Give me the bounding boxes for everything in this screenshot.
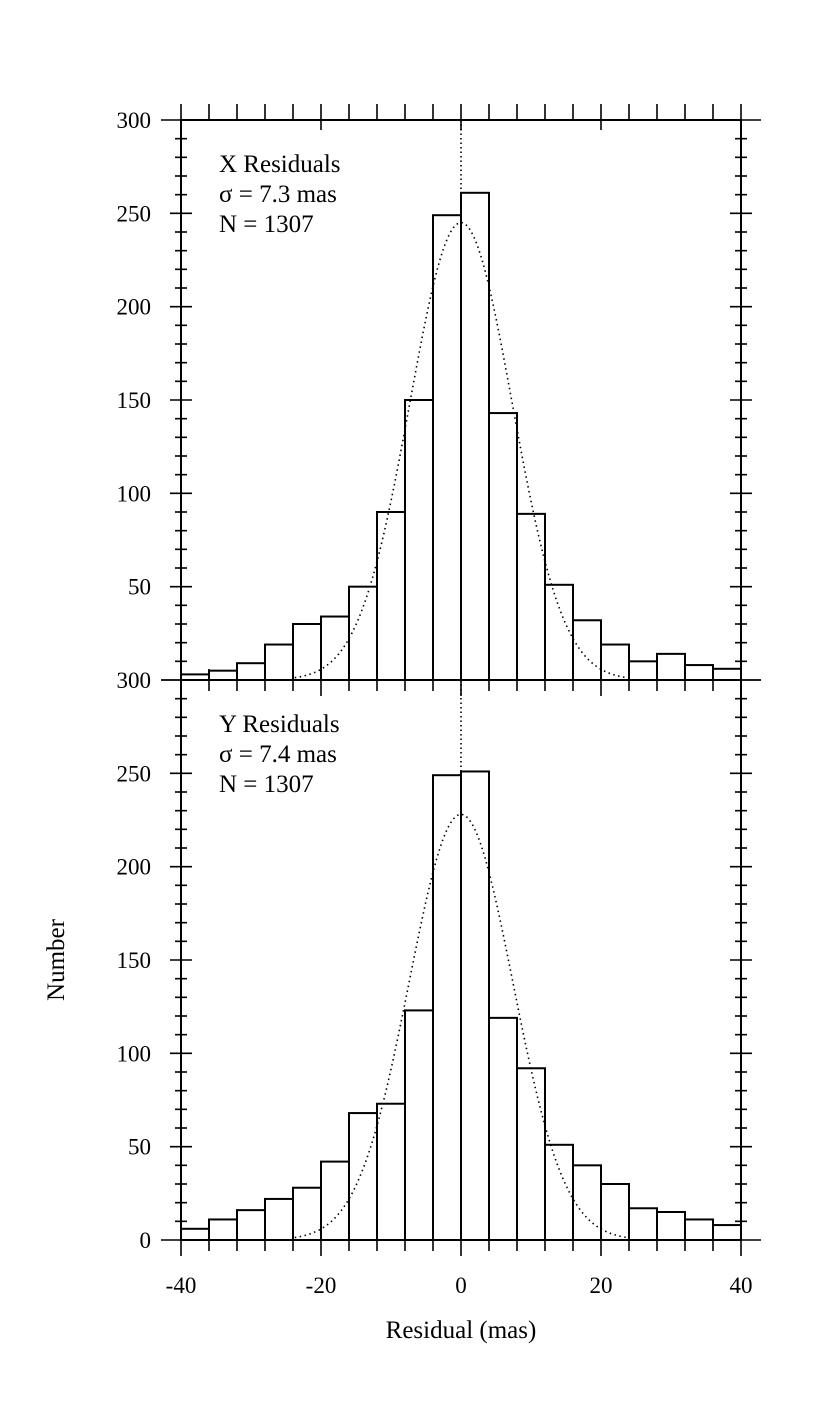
top-panel-y-tick-label: 50	[128, 575, 151, 600]
top-panel-histogram-bar	[656, 652, 686, 681]
bottom-panel-annotation-text: σ = 7.4 mas	[219, 741, 337, 768]
bottom-panel-histogram-bar	[376, 1102, 406, 1241]
top-panel-histogram-bar	[404, 399, 434, 681]
bottom-panel-histogram-bar	[572, 1164, 602, 1242]
top-panel-annotation-text: N = 1307	[219, 211, 314, 238]
bottom-panel-histogram-bar	[684, 1218, 714, 1242]
top-panel-y-tick-label: 250	[117, 201, 152, 226]
bottom-panel-x-tick-label: -20	[306, 1273, 337, 1298]
bottom-panel-histogram-bar	[208, 1218, 238, 1242]
bottom-panel-histogram-bar	[348, 1112, 378, 1241]
bottom-panel-x-tick-label: 40	[730, 1273, 753, 1298]
top-panel-y-tick-label: 100	[117, 481, 152, 506]
bottom-panel-histogram-bar	[432, 774, 462, 1241]
top-panel-histogram-bar	[376, 511, 406, 681]
top-panel-histogram-bar	[460, 191, 490, 682]
bottom-panel-histogram-bar	[460, 770, 490, 1241]
bottom-panel-y-tick-label: 0	[140, 1228, 152, 1253]
bottom-panel-histogram-bar	[292, 1186, 322, 1241]
bottom-panel-histogram-bar	[712, 1224, 742, 1241]
top-panel-histogram-bar	[264, 643, 294, 681]
bottom-panel-x-tick-label: 20	[590, 1273, 613, 1298]
top-panel-histogram-bar	[348, 585, 378, 682]
top-panel-histogram-bar	[544, 583, 574, 681]
top-panel-y-tick-label: 150	[117, 388, 152, 413]
bottom-panel-histogram-bar	[264, 1197, 294, 1242]
top-panel-histogram-bar	[684, 664, 714, 681]
top-panel-annotation-text: X Residuals	[219, 151, 341, 178]
bottom-panel-histogram-bar	[180, 1227, 210, 1242]
top-panel-y-tick-label: 300	[117, 108, 152, 133]
top-panel-histogram-bar	[432, 214, 462, 681]
bottom-panel-annotation-text: N = 1307	[219, 771, 314, 798]
top-panel-histogram-bar	[600, 643, 630, 681]
top-panel-histogram-bar	[236, 662, 266, 682]
bottom-panel-histogram-bar	[488, 1016, 518, 1241]
top-panel-histogram-bar	[572, 619, 602, 681]
y-axis-label: Number	[43, 918, 70, 1001]
bottom-panel-histogram-bar	[236, 1209, 266, 1241]
bottom-panel-y-tick-label: 100	[117, 1041, 152, 1066]
top-panel-histogram-bar	[628, 660, 658, 681]
bottom-panel-histogram-bar	[628, 1207, 658, 1242]
top-panel-histogram-bar	[488, 412, 518, 681]
bottom-panel-histogram-bar	[516, 1067, 546, 1242]
bottom-panel-annotation-text: Y Residuals	[219, 711, 340, 738]
top-panel-histogram-bar	[320, 615, 350, 681]
top-panel-histogram-bar	[516, 512, 546, 681]
bottom-panel-gaussian-fit-curve	[294, 813, 628, 1239]
bottom-panel-histogram-bar	[404, 1009, 434, 1242]
bottom-panel-x-tick-label: -40	[166, 1273, 197, 1298]
top-panel-histogram-bar	[712, 667, 742, 681]
bottom-panel-histogram-bar	[656, 1211, 686, 1241]
bottom-panel-y-tick-label: 200	[117, 855, 152, 880]
bottom-panel-y-tick-label: 300	[117, 668, 152, 693]
top-panel-annotation-text: σ = 7.3 mas	[219, 181, 337, 208]
bottom-panel-y-tick-label: 50	[128, 1135, 151, 1160]
top-panel-histogram-bar	[208, 669, 238, 682]
bottom-panel-y-tick-label: 150	[117, 948, 152, 973]
bottom-panel-y-tick-label: 250	[117, 761, 152, 786]
bottom-panel-x-tick-label: 0	[455, 1273, 467, 1298]
bottom-panel-histogram-bar	[320, 1160, 350, 1241]
top-panel-histogram-bar	[292, 623, 322, 681]
x-axis-label: Residual (mas)	[386, 1317, 537, 1344]
top-panel-y-tick-label: 200	[117, 295, 152, 320]
